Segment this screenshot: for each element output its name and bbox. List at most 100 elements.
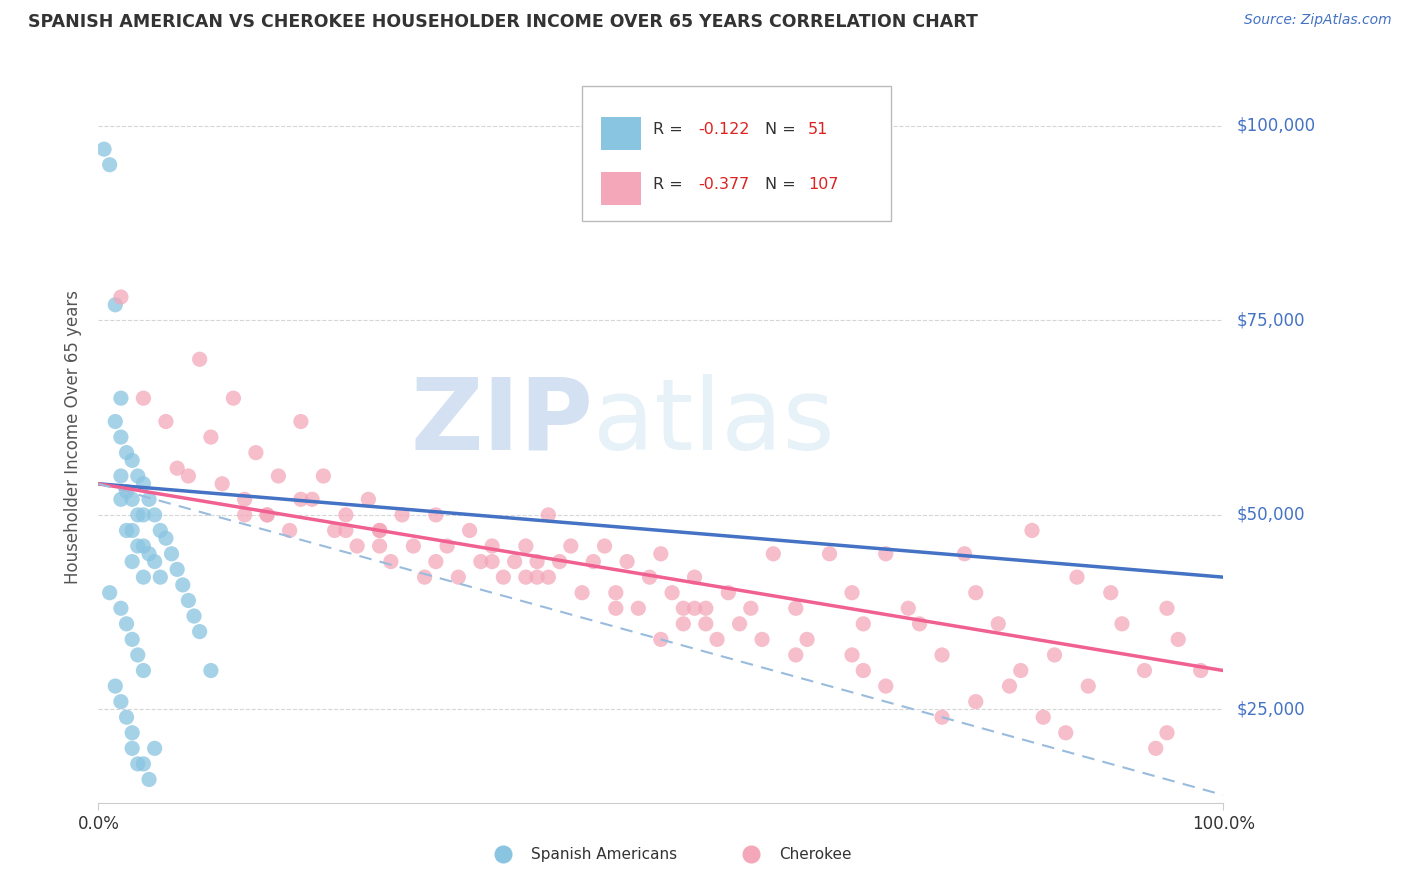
Point [183,609,205,624]
Point [425,508,447,522]
Point [155,415,177,429]
Point [548,555,571,569]
Text: $50,000: $50,000 [1237,506,1306,524]
Point [1167,632,1189,647]
Point [149,570,172,584]
Point [110,695,132,709]
Point [852,616,875,631]
Point [751,632,773,647]
Point [503,555,526,569]
Point [605,601,627,615]
Point [177,469,200,483]
Point [1032,710,1054,724]
Point [1189,664,1212,678]
Point [121,741,143,756]
Point [683,570,706,584]
Point [380,555,402,569]
Text: 107: 107 [808,178,838,193]
Point [593,539,616,553]
Point [796,632,818,647]
Point [852,664,875,678]
Point [110,492,132,507]
Point [115,445,138,459]
Point [683,601,706,615]
Text: R =: R = [652,122,688,137]
Point [115,524,138,538]
Bar [602,172,641,205]
Point [127,648,149,662]
Point [160,547,183,561]
Point [132,570,155,584]
Point [93,142,115,156]
Point [526,570,548,584]
Point [211,476,233,491]
Point [1066,570,1088,584]
Y-axis label: Householder Income Over 65 years: Householder Income Over 65 years [65,290,83,584]
Text: N =: N = [765,122,801,137]
Text: ZIP: ZIP [411,374,593,471]
Point [1144,741,1167,756]
Point [413,570,436,584]
Point [672,601,695,615]
Point [526,555,548,569]
Point [115,616,138,631]
Point [267,469,290,483]
Point [616,555,638,569]
Point [965,585,987,599]
Point [155,531,177,545]
Point [987,616,1010,631]
Point [200,430,222,444]
Text: $100,000: $100,000 [1237,117,1316,135]
Point [1077,679,1099,693]
Point [132,476,155,491]
Point [481,539,503,553]
Point [582,555,605,569]
Point [121,524,143,538]
Point [481,555,503,569]
Point [290,492,312,507]
Point [1133,664,1156,678]
Point [875,547,897,561]
Point [672,616,695,631]
Text: 51: 51 [808,122,828,137]
Point [717,585,740,599]
Point [650,632,672,647]
Point [132,664,155,678]
Point [841,648,863,662]
Point [121,492,143,507]
Point [762,547,785,561]
Point [908,616,931,631]
Point [110,290,132,304]
Point [605,585,627,599]
Point [110,430,132,444]
Text: -0.377: -0.377 [697,178,749,193]
Point [560,539,582,553]
Point [571,585,593,599]
Point [425,555,447,569]
Point [368,524,391,538]
Point [143,741,166,756]
Point [256,508,278,522]
Point [138,492,160,507]
Point [245,445,267,459]
Point [110,601,132,615]
Point [200,664,222,678]
Point [998,679,1021,693]
Point [1111,616,1133,631]
Point [115,484,138,499]
Point [104,298,127,312]
Point [233,508,256,522]
Point [897,601,920,615]
Point [127,539,149,553]
Point [706,632,728,647]
Bar [602,118,641,151]
Point [537,570,560,584]
Point [447,570,470,584]
Point [149,524,172,538]
Point [728,616,751,631]
Point [256,508,278,522]
Point [875,679,897,693]
Point [166,461,188,475]
Point [188,624,211,639]
Text: R =: R = [652,178,688,193]
